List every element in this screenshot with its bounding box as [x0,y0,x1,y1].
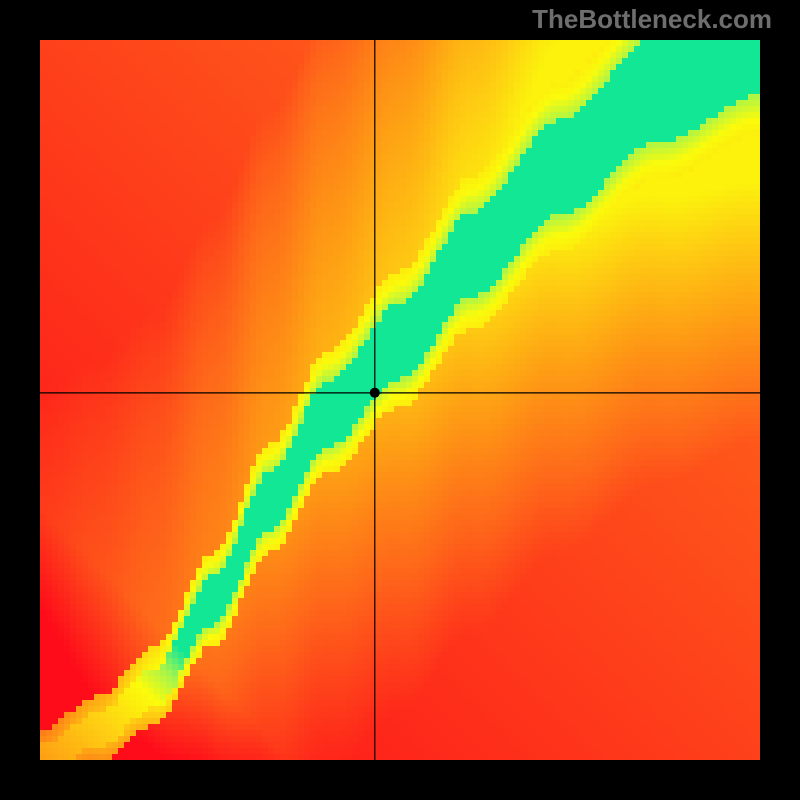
chart-container: TheBottleneck.com [0,0,800,800]
watermark-text: TheBottleneck.com [532,4,772,35]
heatmap-canvas [0,0,800,800]
